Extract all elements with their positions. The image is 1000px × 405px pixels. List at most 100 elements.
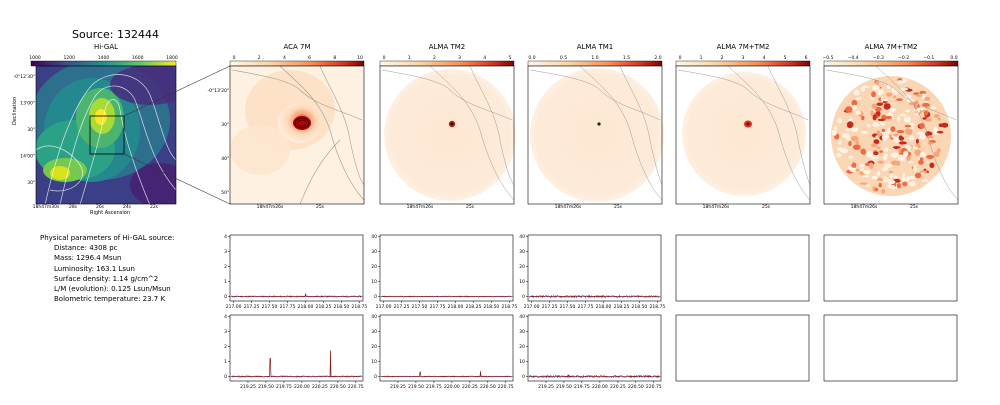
spectrum-empty-r1c4 [675, 234, 810, 302]
residual-speckle [923, 96, 931, 101]
residual-speckle [905, 128, 913, 135]
residual-speckle [876, 130, 881, 135]
spectrum-ytick-label: 20 [371, 344, 377, 350]
aca7m-panel [229, 60, 365, 205]
spectrum-ytick-label: 10 [519, 279, 525, 285]
residual-speckle [840, 148, 849, 154]
colorbar-tick-label: 1.5 [623, 55, 630, 61]
residual-speckle [937, 117, 941, 121]
higal-xtick-label: 18h47m30s [33, 204, 60, 210]
panel-title-tm2: ALMA TM2 [428, 43, 466, 51]
spectrum-xtick-label: 219.75 [426, 384, 442, 390]
residual-speckle [922, 93, 926, 100]
residual-speckle [893, 90, 898, 95]
residual-speckle [921, 172, 925, 176]
residual-speckle [921, 179, 929, 182]
residual-speckle [851, 99, 858, 107]
spectrum-xtick-label: 217.25 [394, 304, 410, 310]
spectrum-xtick-label: 220.75 [498, 384, 514, 390]
spectrum-xtick-label: 218.25 [466, 304, 482, 310]
residual-speckle [893, 137, 901, 144]
residual-speckle [933, 126, 938, 133]
zoom-xtick-label: 25s [910, 204, 919, 210]
residual-speckle [831, 129, 838, 136]
residual-speckle [838, 139, 842, 145]
params-header: Physical parameters of Hi-GAL source: [40, 234, 175, 242]
residual-speckle [861, 115, 865, 121]
residual-speckle [876, 102, 884, 106]
residual-speckle [849, 168, 858, 172]
colorbar-tick-label: 0.0 [950, 55, 957, 61]
residual-speckle [909, 101, 914, 106]
higal-xtick-label: 28s [69, 204, 78, 210]
panel-title-higal: Hi-GAL [93, 43, 119, 51]
spectrum-ytick-label: 0 [522, 374, 525, 380]
panel-title-7m-tm2-residual: ALMA 7M+TM2 [864, 43, 918, 51]
residual-speckle [898, 155, 906, 162]
spectrum-line [231, 350, 362, 378]
residual-speckle [865, 151, 874, 158]
colorbar-tick-label: 1.0 [591, 55, 598, 61]
residual-speckle [909, 181, 916, 186]
residual-speckle [933, 151, 940, 158]
spectrum-xtick-label: 219.75 [574, 384, 590, 390]
param-surface-density: Surface density: 1.14 g/cm^2 [54, 274, 159, 283]
residual-speckle [890, 152, 899, 158]
spectrum-xtick-label: 217.75 [280, 304, 296, 310]
residual-speckle [883, 147, 889, 152]
tm1-panel [527, 60, 664, 205]
colorbar-tick-label: 4 [283, 55, 286, 61]
spectrum-xtick-label: 217.00 [376, 304, 392, 310]
spectrum-ytick-label: 0 [374, 374, 377, 380]
residual-speckle [873, 151, 879, 156]
spectrum-xtick-label: 220.75 [646, 384, 662, 390]
spectrum-line [529, 294, 660, 299]
spectrum-xtick-label: 219.75 [276, 384, 292, 390]
spectrum-ytick-label: 30 [519, 329, 525, 335]
residual-speckle [938, 123, 943, 127]
residual-speckle [909, 126, 914, 130]
residual-speckle [870, 96, 875, 101]
residual-speckle [927, 142, 934, 145]
residual-speckle [915, 94, 924, 97]
residual-speckle [892, 95, 897, 99]
residual-speckle [845, 106, 853, 113]
zoom-xtick-label: 18h47m26s [257, 204, 284, 210]
spectrum-ytick-label: 0 [224, 294, 227, 300]
spectrum-xtick-label: 217.00 [226, 304, 242, 310]
spectrum-ytick-label: 2 [224, 344, 227, 350]
zoom-xtick-label: 18h47m26s [703, 204, 730, 210]
physical-parameters: Physical parameters of Hi-GAL source: Di… [40, 233, 174, 304]
residual-speckle [881, 128, 886, 133]
7m-tm2-colorbar [675, 60, 811, 67]
spectrum-xtick-label: 219.50 [556, 384, 572, 390]
colorbar-tick-label: 0.0 [528, 55, 535, 61]
higal-ytick-label: -0°12'30" [14, 74, 36, 80]
spectrum-xtick-label: 220.00 [444, 384, 460, 390]
spectrum-ytick-label: 0 [522, 294, 525, 300]
residual-speckle [875, 110, 881, 116]
spectrum-xtick-label: 217.75 [430, 304, 446, 310]
spectrum-frame [379, 234, 514, 302]
colorbar-tick-label: −0.5 [823, 55, 834, 61]
colorbar-tick-label: 6 [308, 55, 311, 61]
spectrum-line [529, 374, 660, 379]
colorbar-tick-label: 2 [721, 55, 724, 61]
residual-speckle [848, 155, 854, 159]
residual-speckle [836, 118, 843, 124]
spectrum-xtick-label: 217.25 [244, 304, 260, 310]
residual-speckle [901, 176, 907, 182]
residual-speckle [876, 146, 881, 149]
residual-speckle [926, 154, 934, 159]
residual-speckle [896, 80, 904, 84]
residual-speckle [927, 135, 934, 139]
spectrum-ytick-label: 30 [519, 249, 525, 255]
residual-speckle [936, 130, 944, 134]
spectrum-ytick-label: 30 [371, 329, 377, 335]
spectrum-xtick-label: 218.75 [352, 304, 368, 310]
residual-speckle [888, 170, 894, 174]
residual-panel [823, 60, 959, 205]
spectrum-xtick-label: 220.25 [462, 384, 478, 390]
param-luminosity: Luminosity: 163.1 Lsun [54, 264, 135, 273]
